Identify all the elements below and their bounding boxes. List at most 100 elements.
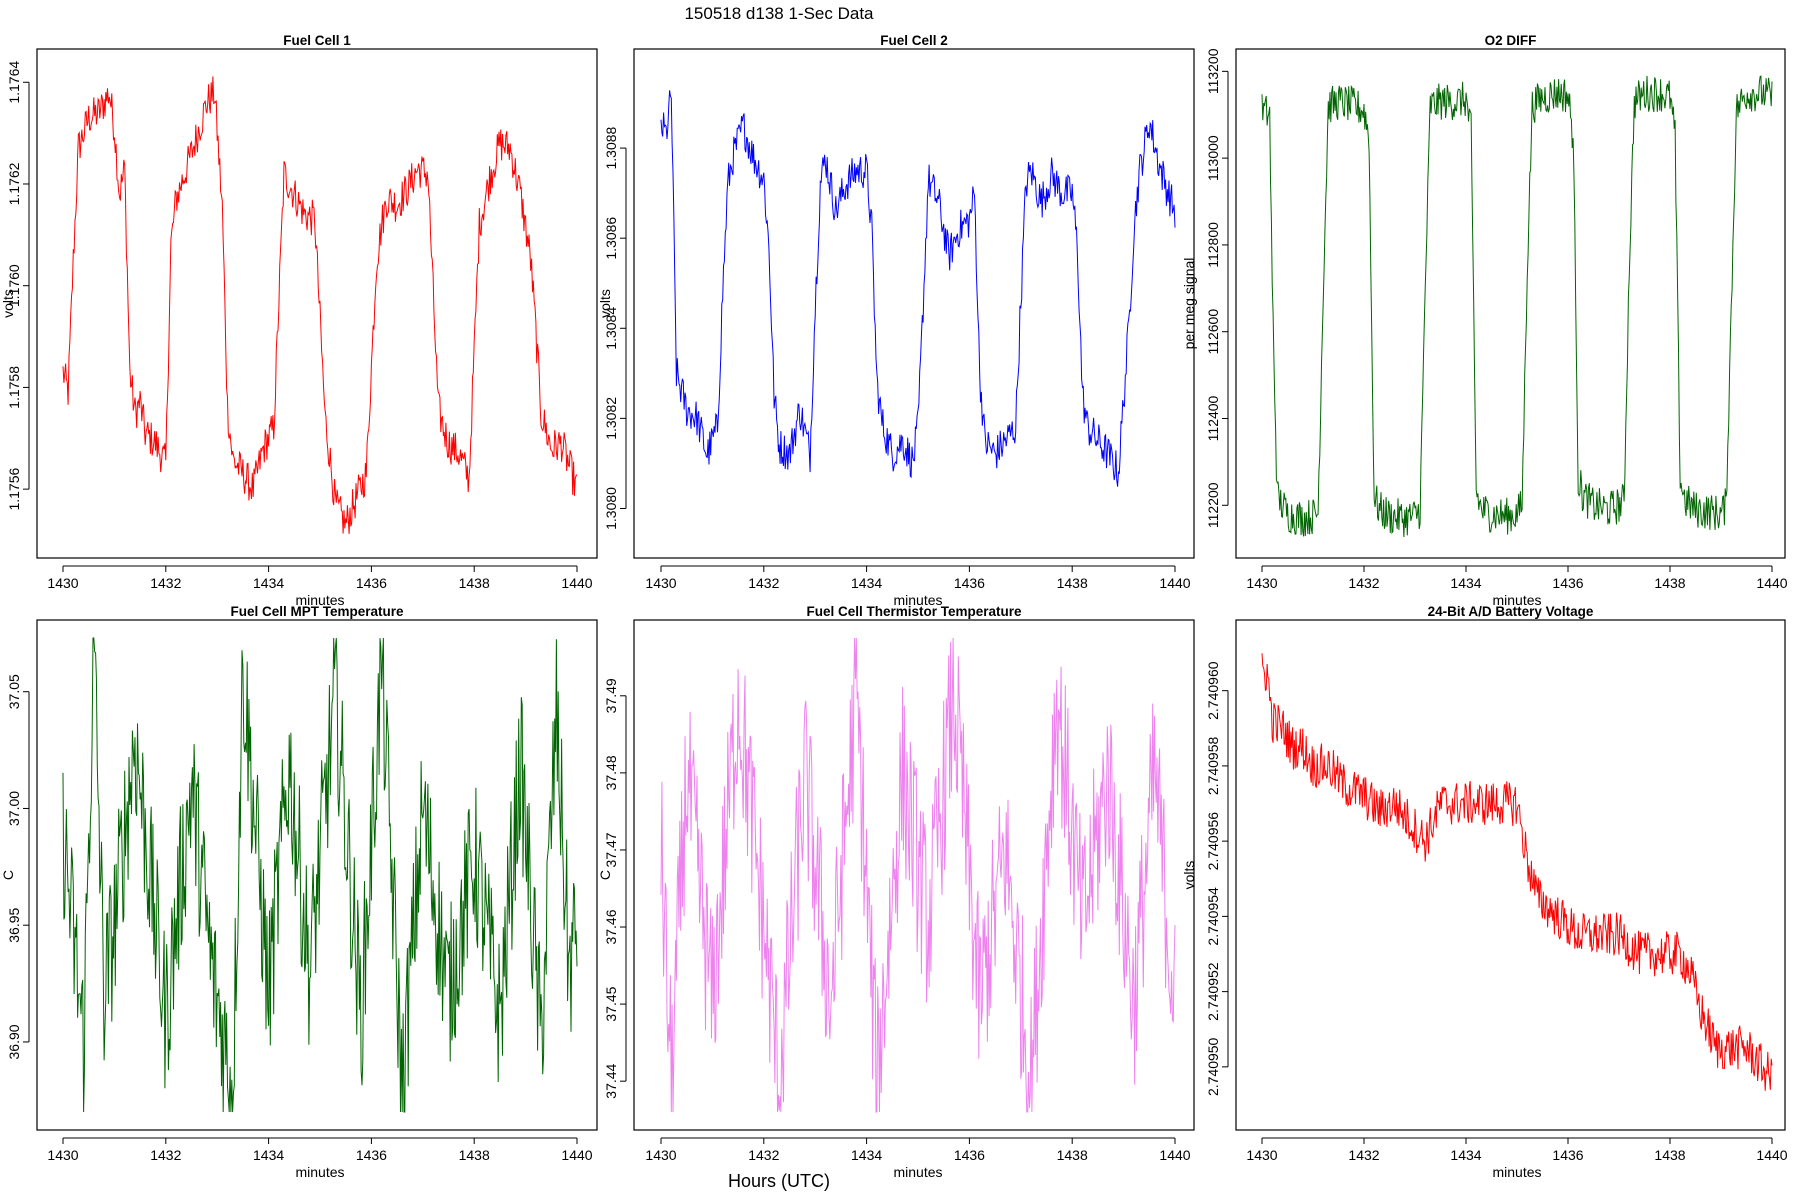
- y-tick-label: 2.740956: [1205, 812, 1221, 871]
- y-tick-label: 37.49: [603, 678, 619, 713]
- x-tick-label: 1440: [561, 575, 592, 591]
- series-line: [660, 90, 1176, 487]
- y-tick-label: 113200: [1205, 48, 1221, 94]
- x-axis-label: minutes: [295, 592, 344, 608]
- x-tick-label: 1438: [1654, 575, 1685, 591]
- x-tick-label: 1438: [1057, 575, 1088, 591]
- series-line: [62, 76, 578, 535]
- plot-frame: [1235, 619, 1786, 1131]
- x-tick-label: 1440: [561, 1147, 592, 1163]
- series-line: [1261, 75, 1773, 538]
- y-tick-label: 1.3080: [603, 487, 619, 530]
- y-tick-label: 1.3088: [603, 126, 619, 169]
- y-tick-label: 1.3086: [603, 217, 619, 260]
- x-axis-label: minutes: [295, 1164, 344, 1180]
- plot-frame: [36, 48, 598, 559]
- y-tick-label: 36.95: [6, 907, 22, 942]
- x-tick-label: 1430: [645, 575, 676, 591]
- y-axis-label: C: [597, 870, 613, 880]
- x-tick-label: 1434: [1450, 575, 1481, 591]
- y-axis-label: per meg signal: [1181, 258, 1197, 350]
- plot-frame: [633, 619, 1195, 1131]
- x-tick-label: 1430: [47, 1147, 78, 1163]
- y-tick-label: 1.1762: [6, 162, 22, 205]
- x-tick-label: 1438: [459, 1147, 490, 1163]
- x-axis-label: minutes: [893, 592, 942, 608]
- x-tick-label: 1434: [851, 575, 882, 591]
- y-tick-label: 37.05: [6, 674, 22, 709]
- x-tick-label: 1434: [253, 575, 284, 591]
- y-tick-label: 1.1758: [6, 366, 22, 409]
- y-tick-label: 36.90: [6, 1024, 22, 1059]
- x-axis-label: minutes: [893, 1164, 942, 1180]
- y-tick-label: 2.740958: [1205, 737, 1221, 796]
- y-axis-label: volts: [0, 289, 16, 318]
- plot-frame: [1235, 48, 1786, 559]
- series-line: [660, 637, 1176, 1113]
- x-tick-label: 1432: [1348, 1147, 1379, 1163]
- x-tick-label: 1434: [253, 1147, 284, 1163]
- plot-frame: [633, 48, 1195, 559]
- y-tick-label: 1.1756: [6, 468, 22, 511]
- x-tick-label: 1440: [1159, 575, 1190, 591]
- chart-panel-6: 24-Bit A/D Battery Voltage 1430 1432 1434 14…: [1181, 604, 1788, 1180]
- y-tick-label: 1.3082: [603, 397, 619, 440]
- chart-title: O2 DIFF: [1485, 33, 1537, 48]
- y-tick-label: 2.740952: [1205, 962, 1221, 1021]
- chart-title: 24-Bit A/D Battery Voltage: [1428, 604, 1594, 619]
- x-tick-label: 1436: [356, 575, 387, 591]
- y-tick-label: 37.48: [603, 755, 619, 790]
- chart-title: Fuel Cell MPT Temperature: [230, 604, 404, 619]
- y-axis-label: volts: [1181, 861, 1197, 890]
- x-tick-label: 1440: [1159, 1147, 1190, 1163]
- x-tick-label: 1434: [851, 1147, 882, 1163]
- x-tick-label: 1432: [748, 575, 779, 591]
- y-tick-label: 37.45: [603, 986, 619, 1021]
- y-tick-label: 112400: [1205, 395, 1221, 441]
- chart-panel-5: Fuel Cell Thermistor Temperature 1430 1432…: [597, 604, 1195, 1180]
- y-tick-label: 1.1760: [6, 264, 22, 307]
- x-tick-label: 1432: [748, 1147, 779, 1163]
- series-line: [1261, 653, 1773, 1091]
- y-tick-label: 112200: [1205, 482, 1221, 528]
- x-tick-label: 1436: [1552, 1147, 1583, 1163]
- x-tick-label: 1440: [1756, 1147, 1787, 1163]
- x-tick-label: 1430: [47, 575, 78, 591]
- chart-panel-1: Fuel Cell 1 1430 1432 1434 1436 1438 1440 minut…: [0, 33, 598, 608]
- y-tick-label: 37.46: [603, 909, 619, 944]
- y-tick-label: 113000: [1205, 135, 1221, 181]
- y-tick-label: 112600: [1205, 309, 1221, 355]
- x-tick-label: 1432: [150, 575, 181, 591]
- y-tick-label: 1.3084: [603, 307, 619, 350]
- x-axis-label: minutes: [1492, 1164, 1541, 1180]
- y-tick-label: 2.740950: [1205, 1037, 1221, 1096]
- chart-title: Fuel Cell Thermistor Temperature: [806, 604, 1022, 619]
- chart-panel-2: Fuel Cell 2 1430 1432 1434 1436 1438 1440 minut…: [597, 33, 1195, 608]
- y-tick-label: 37.44: [603, 1063, 619, 1098]
- x-tick-label: 1438: [1654, 1147, 1685, 1163]
- y-tick-label: 1.1764: [6, 61, 22, 104]
- figure-bottom-label: Hours (UTC): [728, 1171, 830, 1191]
- x-axis-label: minutes: [1492, 592, 1541, 608]
- x-tick-label: 1430: [1246, 575, 1277, 591]
- x-tick-label: 1436: [356, 1147, 387, 1163]
- x-tick-label: 1436: [954, 1147, 985, 1163]
- series-line: [62, 637, 578, 1113]
- x-tick-label: 1430: [645, 1147, 676, 1163]
- y-axis-label: C: [0, 870, 16, 880]
- y-tick-label: 112800: [1205, 222, 1221, 268]
- x-tick-label: 1438: [459, 575, 490, 591]
- y-tick-label: 37.00: [6, 791, 22, 826]
- x-tick-label: 1432: [1348, 575, 1379, 591]
- chart-panel-4: Fuel Cell MPT Temperature 1430 1432 1434 143…: [0, 604, 598, 1180]
- x-tick-label: 1430: [1246, 1147, 1277, 1163]
- x-tick-label: 1440: [1756, 575, 1787, 591]
- y-tick-label: 37.47: [603, 832, 619, 867]
- chart-title: Fuel Cell 1: [283, 33, 351, 48]
- x-tick-label: 1436: [954, 575, 985, 591]
- x-tick-label: 1434: [1450, 1147, 1481, 1163]
- y-axis-label: volts: [597, 289, 613, 318]
- chart-title: Fuel Cell 2: [880, 33, 948, 48]
- plot-frame: [36, 619, 598, 1131]
- chart-panel-3: O2 DIFF 1430 1432 1434 1436 1438 1440 minutes 11…: [1181, 33, 1788, 608]
